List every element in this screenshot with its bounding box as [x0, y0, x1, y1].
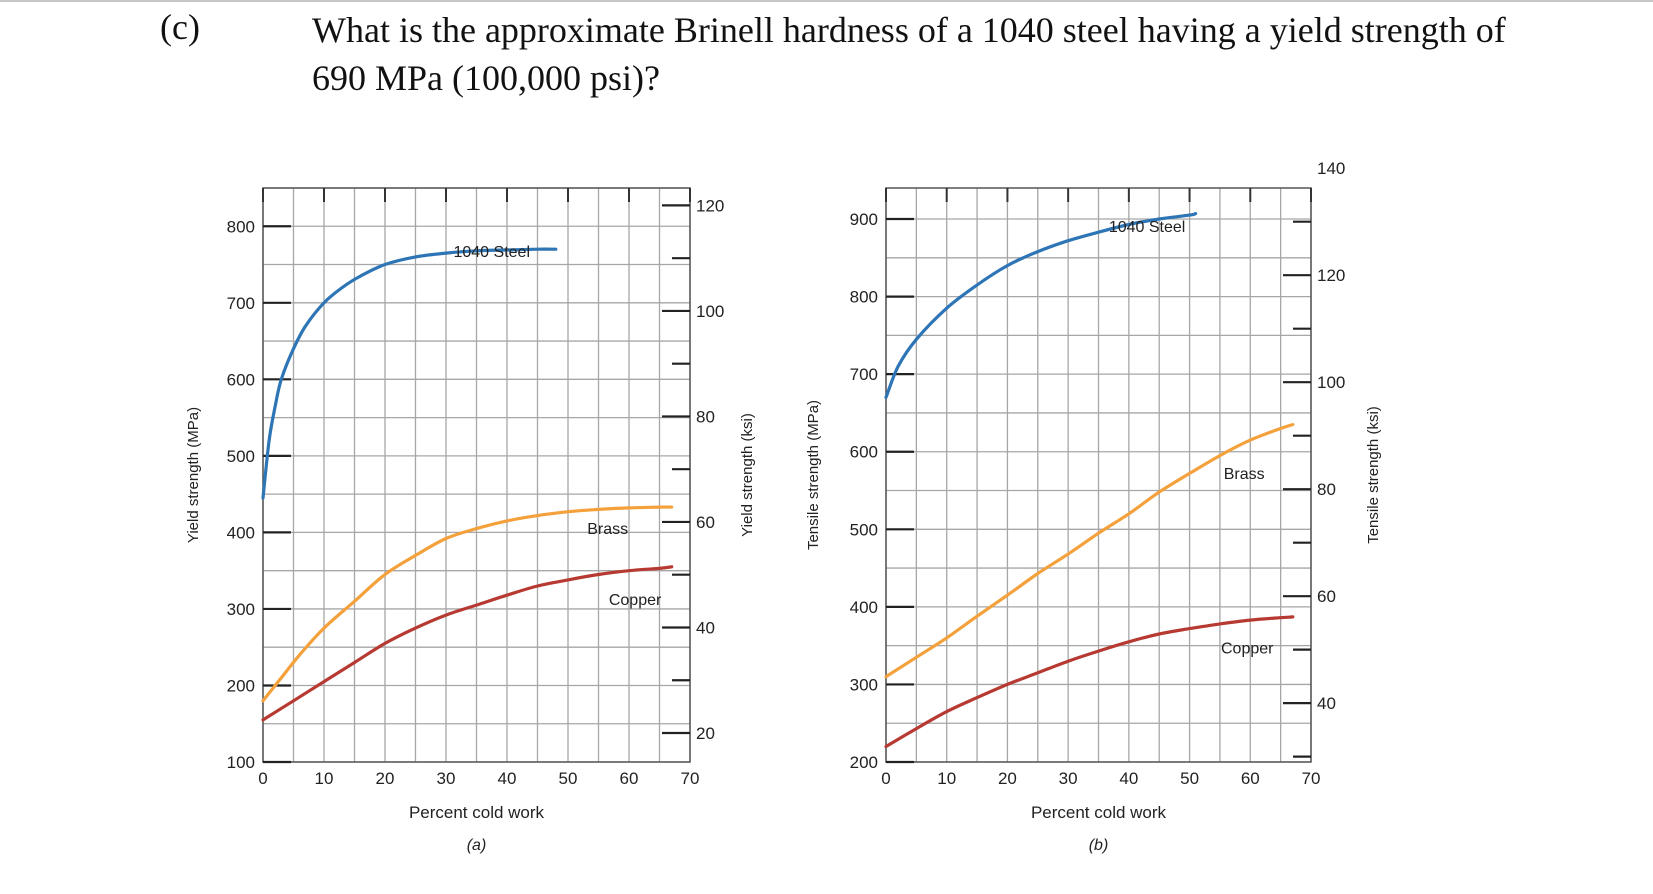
y-tick-label: 200	[850, 753, 878, 772]
y-right-axis-title: Tensile strength (ksi)	[1365, 406, 1382, 544]
y-tick-label: 200	[227, 676, 255, 695]
chart-panel-a: 0 10 20 30 40 50 60 70 100 200 300 400 500 600 700 800 2…	[185, 187, 756, 854]
x-tick-label: 50	[1180, 769, 1199, 788]
series-line-brass	[261, 505, 674, 703]
series-label-copper: Copper	[1221, 640, 1274, 657]
y-tick-label: 800	[227, 217, 255, 236]
y-tick-label: 700	[850, 365, 878, 384]
y-tick-label: 500	[850, 520, 878, 539]
top-divider	[0, 0, 1653, 2]
plot-frame	[262, 187, 691, 763]
x-tick-label: 60	[620, 769, 639, 788]
x-tick-label: 0	[258, 769, 267, 788]
series-line-brass	[884, 423, 1295, 679]
y-right-tick-label: 120	[696, 196, 724, 215]
series-label-steel: 1040 Steel	[453, 244, 530, 261]
y-right-tick-label: 120	[1317, 266, 1345, 285]
series-line-copper	[261, 565, 674, 722]
y-right-tick-label: 40	[696, 618, 715, 637]
x-tick-label: 40	[498, 769, 517, 788]
y-right-tick-label: 60	[696, 513, 715, 532]
panel-label: (a)	[467, 837, 487, 854]
y-tick-label: 700	[227, 294, 255, 313]
x-tick-label: 60	[1241, 769, 1260, 788]
series-label-steel: 1040 Steel	[1109, 219, 1186, 236]
series-label-brass: Brass	[1224, 466, 1265, 483]
x-tick-label: 10	[937, 769, 956, 788]
x-tick-label: 40	[1119, 769, 1138, 788]
x-tick-label: 20	[376, 769, 395, 788]
x-axis-title: Percent cold work	[409, 803, 545, 822]
y-right-tick-label: 40	[1317, 694, 1336, 713]
x-tick-label: 70	[681, 769, 700, 788]
y-right-axis-title: Yield strength (ksi)	[739, 413, 756, 537]
y-right-tick-label: 140	[1317, 159, 1345, 178]
y-tick-label: 100	[227, 753, 255, 772]
y-tick-label: 800	[850, 288, 878, 307]
y-tick-label: 400	[227, 523, 255, 542]
x-tick-label: 50	[559, 769, 578, 788]
x-tick-label: 0	[881, 769, 890, 788]
question-text: What is the approximate Brinell hardness…	[312, 10, 1506, 98]
series-line-copper	[884, 615, 1295, 749]
x-axis-title: Percent cold work	[1031, 803, 1167, 822]
x-tick-label: 30	[1059, 769, 1078, 788]
y-tick-label: 400	[850, 598, 878, 617]
y-tick-label: 300	[850, 675, 878, 694]
y-axis-title: Yield strength (MPa)	[185, 407, 202, 543]
question-label: (c)	[160, 7, 200, 47]
x-tick-label: 70	[1302, 769, 1321, 788]
y-axis-title: Tensile strength (MPa)	[805, 400, 822, 550]
y-right-tick-label: 100	[1317, 373, 1345, 392]
y-right-tick-label: 20	[696, 724, 715, 743]
y-tick-label: 900	[850, 210, 878, 229]
series-line-steel	[884, 212, 1198, 399]
y-right-tick-label: 60	[1317, 587, 1336, 606]
y-tick-label: 600	[850, 443, 878, 462]
x-tick-label: 30	[437, 769, 456, 788]
plot-frame	[885, 187, 1312, 763]
series-label-copper: Copper	[609, 592, 662, 609]
y-right-tick-label: 80	[696, 407, 715, 426]
panel-label: (b)	[1089, 837, 1109, 854]
y-tick-label: 500	[227, 447, 255, 466]
y-right-tick-label: 80	[1317, 480, 1336, 499]
x-tick-label: 20	[998, 769, 1017, 788]
series-label-brass: Brass	[587, 521, 628, 538]
series-line-steel	[261, 247, 558, 500]
chart-panel-b: 0 10 20 30 40 50 60 70 200 300 400 500 600 700 800 900 4…	[805, 159, 1382, 854]
x-tick-label: 10	[315, 769, 334, 788]
y-right-tick-label: 100	[696, 302, 724, 321]
y-tick-label: 600	[227, 370, 255, 389]
y-tick-label: 300	[227, 600, 255, 619]
